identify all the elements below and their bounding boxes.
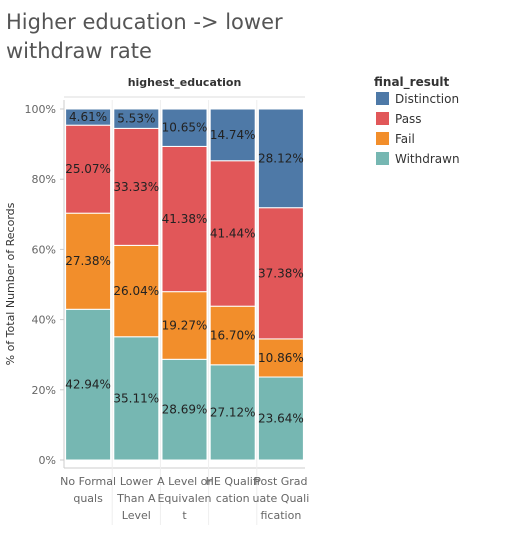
x-tick-label: HE Qualifi: [206, 475, 260, 488]
data-label: 27.12%: [210, 405, 256, 419]
x-tick-label: Post Grad: [254, 475, 307, 488]
x-tick-label: uate Quali: [253, 492, 310, 505]
bar-segment: [161, 145, 208, 293]
legend-label: Fail: [395, 132, 415, 146]
bar-segment: [257, 207, 304, 340]
bar-segment: [209, 364, 256, 461]
data-label: 16.70%: [210, 329, 256, 343]
data-label: 10.65%: [162, 121, 208, 135]
legend-swatch: [376, 112, 389, 125]
x-tick-label: t: [182, 509, 187, 522]
bar-segment: [209, 305, 256, 366]
x-tick-label: A Level or: [157, 475, 212, 488]
bar-segment: [65, 212, 112, 310]
data-label: 14.74%: [210, 128, 256, 142]
legend-label: Pass: [395, 112, 422, 126]
data-label: 41.44%: [210, 226, 256, 240]
bar-segment: [113, 127, 160, 246]
legend-swatch: [376, 132, 389, 145]
legend-swatch: [376, 152, 389, 165]
bar-segment: [113, 108, 160, 129]
x-tick-label: quals: [73, 492, 103, 505]
data-label: 5.53%: [117, 112, 155, 126]
data-label: 25.07%: [65, 162, 111, 176]
legend-swatch: [376, 92, 389, 105]
legend-title: final_result: [374, 75, 450, 90]
bar-segment: [161, 291, 208, 360]
bar-segment: [113, 244, 160, 338]
x-tick-label: Than A: [116, 492, 156, 505]
y-tick-label: 0%: [39, 454, 56, 467]
bar-segment: [257, 376, 304, 461]
y-tick-label: 60%: [32, 243, 56, 256]
data-label: 23.64%: [258, 412, 304, 426]
y-tick-label: 100%: [25, 103, 56, 116]
legend-label: Withdrawn: [395, 152, 460, 166]
y-tick-label: 80%: [32, 173, 56, 186]
data-label: 28.12%: [258, 151, 304, 165]
y-axis-title: % of Total Number of Records: [4, 202, 17, 365]
x-tick-label: cation: [216, 492, 250, 505]
data-label: 35.11%: [113, 391, 159, 405]
bar-segment: [257, 338, 304, 378]
data-label: 10.86%: [258, 351, 304, 365]
data-label: 41.38%: [162, 212, 208, 226]
x-tick-label: Equivalen: [157, 492, 211, 505]
chart-title: Higher education -> lower withdraw rate: [6, 10, 283, 63]
data-label: 42.94%: [65, 378, 111, 392]
bar-segment: [209, 160, 256, 307]
x-tick-label: No Formal: [60, 475, 116, 488]
bar-segment: [65, 124, 112, 214]
bar-segment: [161, 108, 208, 147]
x-tick-label: Lower: [120, 475, 153, 488]
bar-segment: [65, 108, 112, 126]
y-tick-label: 40%: [32, 314, 56, 327]
data-label: 28.69%: [162, 403, 208, 417]
data-label: 37.38%: [258, 266, 304, 280]
data-label: 4.61%: [69, 110, 107, 124]
bar-segment: [257, 108, 304, 209]
bar-segment: [209, 108, 256, 162]
legend-label: Distinction: [395, 92, 459, 106]
data-label: 27.38%: [65, 254, 111, 268]
x-tick-label: Level: [122, 509, 151, 522]
y-tick-label: 20%: [32, 384, 56, 397]
data-label: 26.04%: [113, 284, 159, 298]
data-label: 19.27%: [162, 318, 208, 332]
column-header: highest_education: [128, 76, 242, 89]
x-tick-label: fication: [261, 509, 302, 522]
bar-segment: [161, 358, 208, 461]
data-label: 33.33%: [113, 180, 159, 194]
